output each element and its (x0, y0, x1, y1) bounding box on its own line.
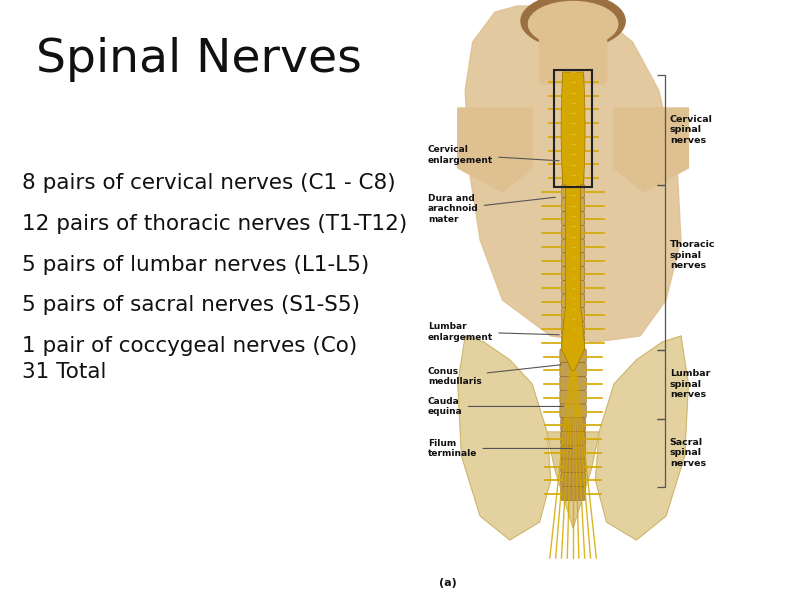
Text: 5 pairs of lumbar nerves (L1-L5): 5 pairs of lumbar nerves (L1-L5) (22, 254, 370, 275)
Text: 8 pairs of cervical nerves (C1 - C8): 8 pairs of cervical nerves (C1 - C8) (22, 173, 396, 193)
FancyBboxPatch shape (562, 170, 584, 184)
Text: Conus
medullaris: Conus medullaris (428, 365, 561, 386)
FancyBboxPatch shape (562, 253, 585, 267)
FancyBboxPatch shape (562, 198, 585, 212)
FancyBboxPatch shape (562, 322, 585, 335)
Ellipse shape (529, 1, 618, 46)
Polygon shape (561, 72, 585, 370)
FancyBboxPatch shape (562, 294, 585, 308)
Polygon shape (547, 432, 599, 528)
Text: (a): (a) (439, 578, 457, 588)
Text: Cervical
enlargement: Cervical enlargement (428, 145, 559, 164)
FancyBboxPatch shape (562, 143, 584, 157)
Polygon shape (466, 6, 681, 342)
Polygon shape (458, 336, 550, 540)
FancyBboxPatch shape (562, 115, 584, 129)
FancyBboxPatch shape (562, 212, 585, 226)
FancyBboxPatch shape (562, 239, 585, 253)
FancyBboxPatch shape (560, 376, 586, 391)
FancyBboxPatch shape (560, 390, 586, 404)
FancyBboxPatch shape (560, 363, 586, 377)
FancyBboxPatch shape (562, 335, 585, 349)
FancyBboxPatch shape (562, 101, 584, 116)
FancyBboxPatch shape (562, 129, 584, 143)
FancyBboxPatch shape (562, 266, 585, 280)
Text: Lumbar
spinal
nerves: Lumbar spinal nerves (670, 369, 710, 399)
Text: 5 pairs of sacral nerves (S1-S5): 5 pairs of sacral nerves (S1-S5) (22, 295, 360, 316)
FancyBboxPatch shape (562, 157, 584, 170)
Text: Dura and
arachnoid
mater: Dura and arachnoid mater (428, 194, 555, 224)
Text: Thoracic
spinal
nerves: Thoracic spinal nerves (670, 241, 715, 270)
FancyBboxPatch shape (561, 431, 586, 445)
FancyBboxPatch shape (562, 280, 585, 294)
FancyBboxPatch shape (560, 404, 586, 418)
FancyBboxPatch shape (562, 308, 585, 322)
Text: Lumbar
enlargement: Lumbar enlargement (428, 322, 559, 341)
Text: Filum
terminale: Filum terminale (428, 439, 572, 458)
FancyBboxPatch shape (562, 226, 585, 239)
Text: 31 Total: 31 Total (22, 362, 106, 382)
Text: Cervical
spinal
nerves: Cervical spinal nerves (670, 115, 713, 145)
FancyBboxPatch shape (561, 473, 586, 487)
FancyBboxPatch shape (562, 184, 585, 198)
FancyBboxPatch shape (561, 487, 586, 500)
Polygon shape (458, 108, 532, 192)
FancyBboxPatch shape (539, 24, 606, 84)
Text: Spinal Nerves: Spinal Nerves (36, 37, 362, 82)
Ellipse shape (521, 0, 625, 48)
Polygon shape (595, 336, 688, 540)
Text: Sacral
spinal
nerves: Sacral spinal nerves (670, 438, 706, 468)
Text: Cauda
equina: Cauda equina (428, 397, 564, 416)
FancyBboxPatch shape (562, 74, 584, 88)
Text: 12 pairs of thoracic nerves (T1-T12): 12 pairs of thoracic nerves (T1-T12) (22, 214, 408, 234)
Polygon shape (614, 108, 688, 192)
FancyBboxPatch shape (561, 445, 586, 459)
FancyBboxPatch shape (562, 88, 584, 102)
Text: 1 pair of coccygeal nerves (Co): 1 pair of coccygeal nerves (Co) (22, 336, 358, 356)
FancyBboxPatch shape (561, 418, 586, 431)
FancyBboxPatch shape (561, 459, 586, 473)
FancyBboxPatch shape (560, 349, 586, 363)
